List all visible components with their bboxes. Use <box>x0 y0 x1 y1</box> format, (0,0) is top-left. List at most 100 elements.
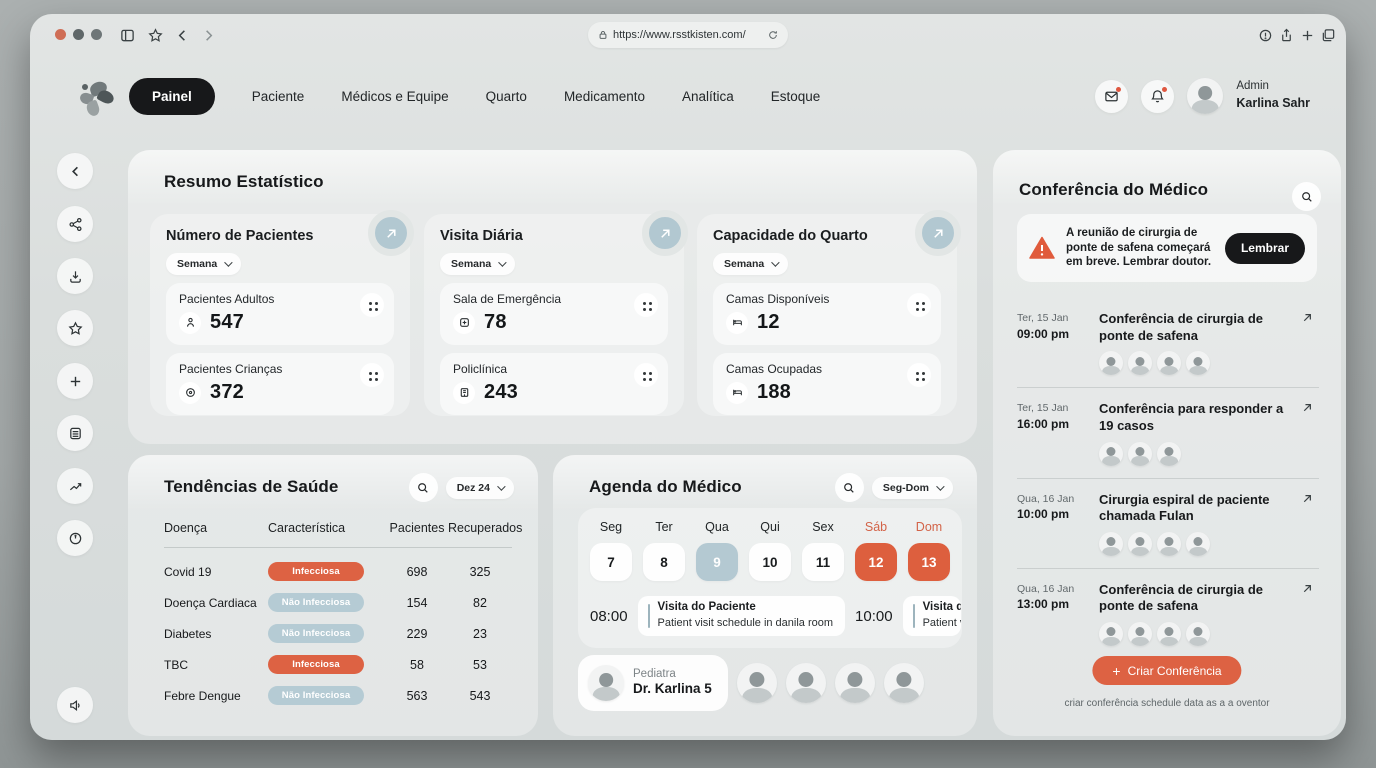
bookmark-star-icon[interactable] <box>146 26 164 44</box>
main-nav: Painel Paciente Médicos e Equipe Quarto … <box>129 78 820 115</box>
forward-icon[interactable] <box>199 26 217 44</box>
period-dropdown[interactable]: Semana <box>440 253 516 275</box>
criar-conferencia-button[interactable]: + Criar Conferência <box>1092 656 1242 685</box>
period-dropdown[interactable]: Semana <box>713 253 789 275</box>
schedule-event[interactable]: Visita do Patient v <box>902 596 961 636</box>
app-logo[interactable] <box>76 79 116 120</box>
notifications-button[interactable] <box>1141 79 1175 113</box>
table-row[interactable]: TBC Infecciosa 58 53 <box>164 649 512 680</box>
user-avatar[interactable] <box>1187 78 1224 114</box>
schedule-event[interactable]: Visita do Paciente Patient visit schedule… <box>637 596 846 636</box>
conference-item[interactable]: Ter, 15 Jan 09:00 pm Conferência de cirur… <box>1017 298 1319 389</box>
day-ter[interactable]: Ter 8 <box>643 520 685 581</box>
table-row[interactable]: Doença Cardiaca Não Infecciosa 154 82 <box>164 587 512 618</box>
back-icon[interactable] <box>173 26 191 44</box>
chevron-down-icon <box>498 258 507 267</box>
reload-icon[interactable] <box>768 30 778 40</box>
drag-handle[interactable] <box>360 293 384 317</box>
rail-trends-button[interactable] <box>57 468 93 504</box>
traffic-light-minimize[interactable] <box>73 29 84 40</box>
open-conference-button[interactable] <box>1301 582 1319 615</box>
day-label: Qui <box>760 520 780 534</box>
avatar[interactable] <box>835 663 875 703</box>
open-conference-button[interactable] <box>1301 311 1319 344</box>
conference-avatars <box>1099 531 1301 556</box>
conference-item[interactable]: Qua, 16 Jan 10:00 pm Cirurgia espiral de … <box>1017 479 1319 569</box>
conference-item[interactable]: Qua, 16 Jan 13:00 pm Conferência de cirur… <box>1017 569 1319 658</box>
day-sex[interactable]: Sex 11 <box>802 520 844 581</box>
drag-handle[interactable] <box>907 363 931 387</box>
new-tab-icon[interactable] <box>1298 26 1316 44</box>
avatar[interactable] <box>884 663 924 703</box>
drag-handle[interactable] <box>634 293 658 317</box>
tendencias-period-dropdown[interactable]: Dez 24 <box>445 476 514 499</box>
nav-item-analitica[interactable]: Analítica <box>681 89 734 104</box>
logo-petal <box>96 87 116 107</box>
browser-toolbar: https://www.rsstkisten.com/ <box>30 14 1346 56</box>
col-pacientes: Pacientes <box>389 521 445 535</box>
table-row[interactable]: Covid 19 Infecciosa 698 325 <box>164 556 512 587</box>
avatar[interactable] <box>786 663 826 703</box>
conferencia-search-button[interactable] <box>1292 182 1321 211</box>
expand-arrow-button[interactable] <box>368 210 414 256</box>
arrow-up-right-icon <box>1303 404 1311 412</box>
period-value: Semana <box>177 258 218 270</box>
nav-item-paciente[interactable]: Paciente <box>251 89 305 104</box>
emergency-room-icon <box>453 311 475 334</box>
doctor-card[interactable]: Pediatra Dr. Karlina 5 <box>578 655 728 711</box>
drag-handle[interactable] <box>907 293 931 317</box>
nav-item-quarto[interactable]: Quarto <box>485 89 527 104</box>
traffic-light-close[interactable] <box>55 29 66 40</box>
share-icon[interactable] <box>1277 26 1295 44</box>
drag-handle[interactable] <box>360 363 384 387</box>
cell-doenca: Doença Cardiaca <box>164 595 257 610</box>
open-conference-button[interactable] <box>1301 401 1319 434</box>
drag-handle[interactable] <box>634 363 658 387</box>
browser-window: https://www.rsstkisten.com/ Painel Pacie… <box>30 14 1346 740</box>
messages-button[interactable] <box>1095 79 1129 113</box>
table-row[interactable]: Febre Dengue Não Infecciosa 563 543 <box>164 680 512 711</box>
table-row[interactable]: Diabetes Não Infecciosa 229 23 <box>164 618 512 649</box>
conference-item[interactable]: Ter, 15 Jan 16:00 pm Conferência para res… <box>1017 388 1319 479</box>
nav-item-painel[interactable]: Painel <box>129 78 215 115</box>
conference-title: Conferência de cirurgia de ponte de safe… <box>1099 311 1263 343</box>
address-bar[interactable]: https://www.rsstkisten.com/ <box>588 22 788 48</box>
day-dom[interactable]: Dom 13 <box>908 520 950 581</box>
expand-arrow-button[interactable] <box>642 210 688 256</box>
rail-share-button[interactable] <box>57 206 93 242</box>
rail-favorites-button[interactable] <box>57 310 93 346</box>
sidebar-toggle-icon[interactable] <box>118 26 136 44</box>
nav-item-medicamento[interactable]: Medicamento <box>563 89 645 104</box>
day-label: Sáb <box>864 520 888 534</box>
rail-collapse-button[interactable] <box>57 153 93 189</box>
lembrar-button[interactable]: Lembrar <box>1224 232 1305 264</box>
tendencias-search-button[interactable] <box>408 473 438 502</box>
day-qua[interactable]: Qua 9 <box>696 520 738 581</box>
rail-sound-button[interactable] <box>57 687 93 723</box>
avatar[interactable] <box>737 663 777 703</box>
day-sab[interactable]: Sáb 12 <box>855 520 897 581</box>
day-seg[interactable]: Seg 7 <box>590 520 632 581</box>
avatar <box>1128 531 1152 556</box>
rail-history-button[interactable] <box>57 520 93 556</box>
open-conference-button[interactable] <box>1301 492 1319 525</box>
day-qui[interactable]: Qui 10 <box>749 520 791 581</box>
agenda-search-button[interactable] <box>834 473 864 502</box>
privacy-shield-icon[interactable] <box>1256 26 1274 44</box>
rail-download-button[interactable] <box>57 258 93 294</box>
tendencias-panel: Tendências de Saúde Dez 24 Doença Caract… <box>128 455 538 736</box>
avatar <box>1099 531 1123 556</box>
agenda-range-dropdown[interactable]: Seg-Dom <box>871 476 953 499</box>
agenda-doctor-avatars <box>737 663 924 703</box>
expand-arrow-button[interactable] <box>915 210 961 256</box>
traffic-light-zoom[interactable] <box>91 29 102 40</box>
period-value: Dez 24 <box>456 481 490 494</box>
cell-pacientes: 58 <box>410 657 424 672</box>
nav-item-medicos-e-equipe[interactable]: Médicos e Equipe <box>341 89 449 104</box>
rail-add-button[interactable] <box>57 363 93 399</box>
rail-database-button[interactable] <box>57 415 93 451</box>
period-dropdown[interactable]: Semana <box>166 253 242 275</box>
schedule-row: 08:00 Visita do Paciente Patient visit sc… <box>590 596 962 636</box>
nav-item-estoque[interactable]: Estoque <box>770 89 821 104</box>
tabs-overview-icon[interactable] <box>1319 26 1337 44</box>
